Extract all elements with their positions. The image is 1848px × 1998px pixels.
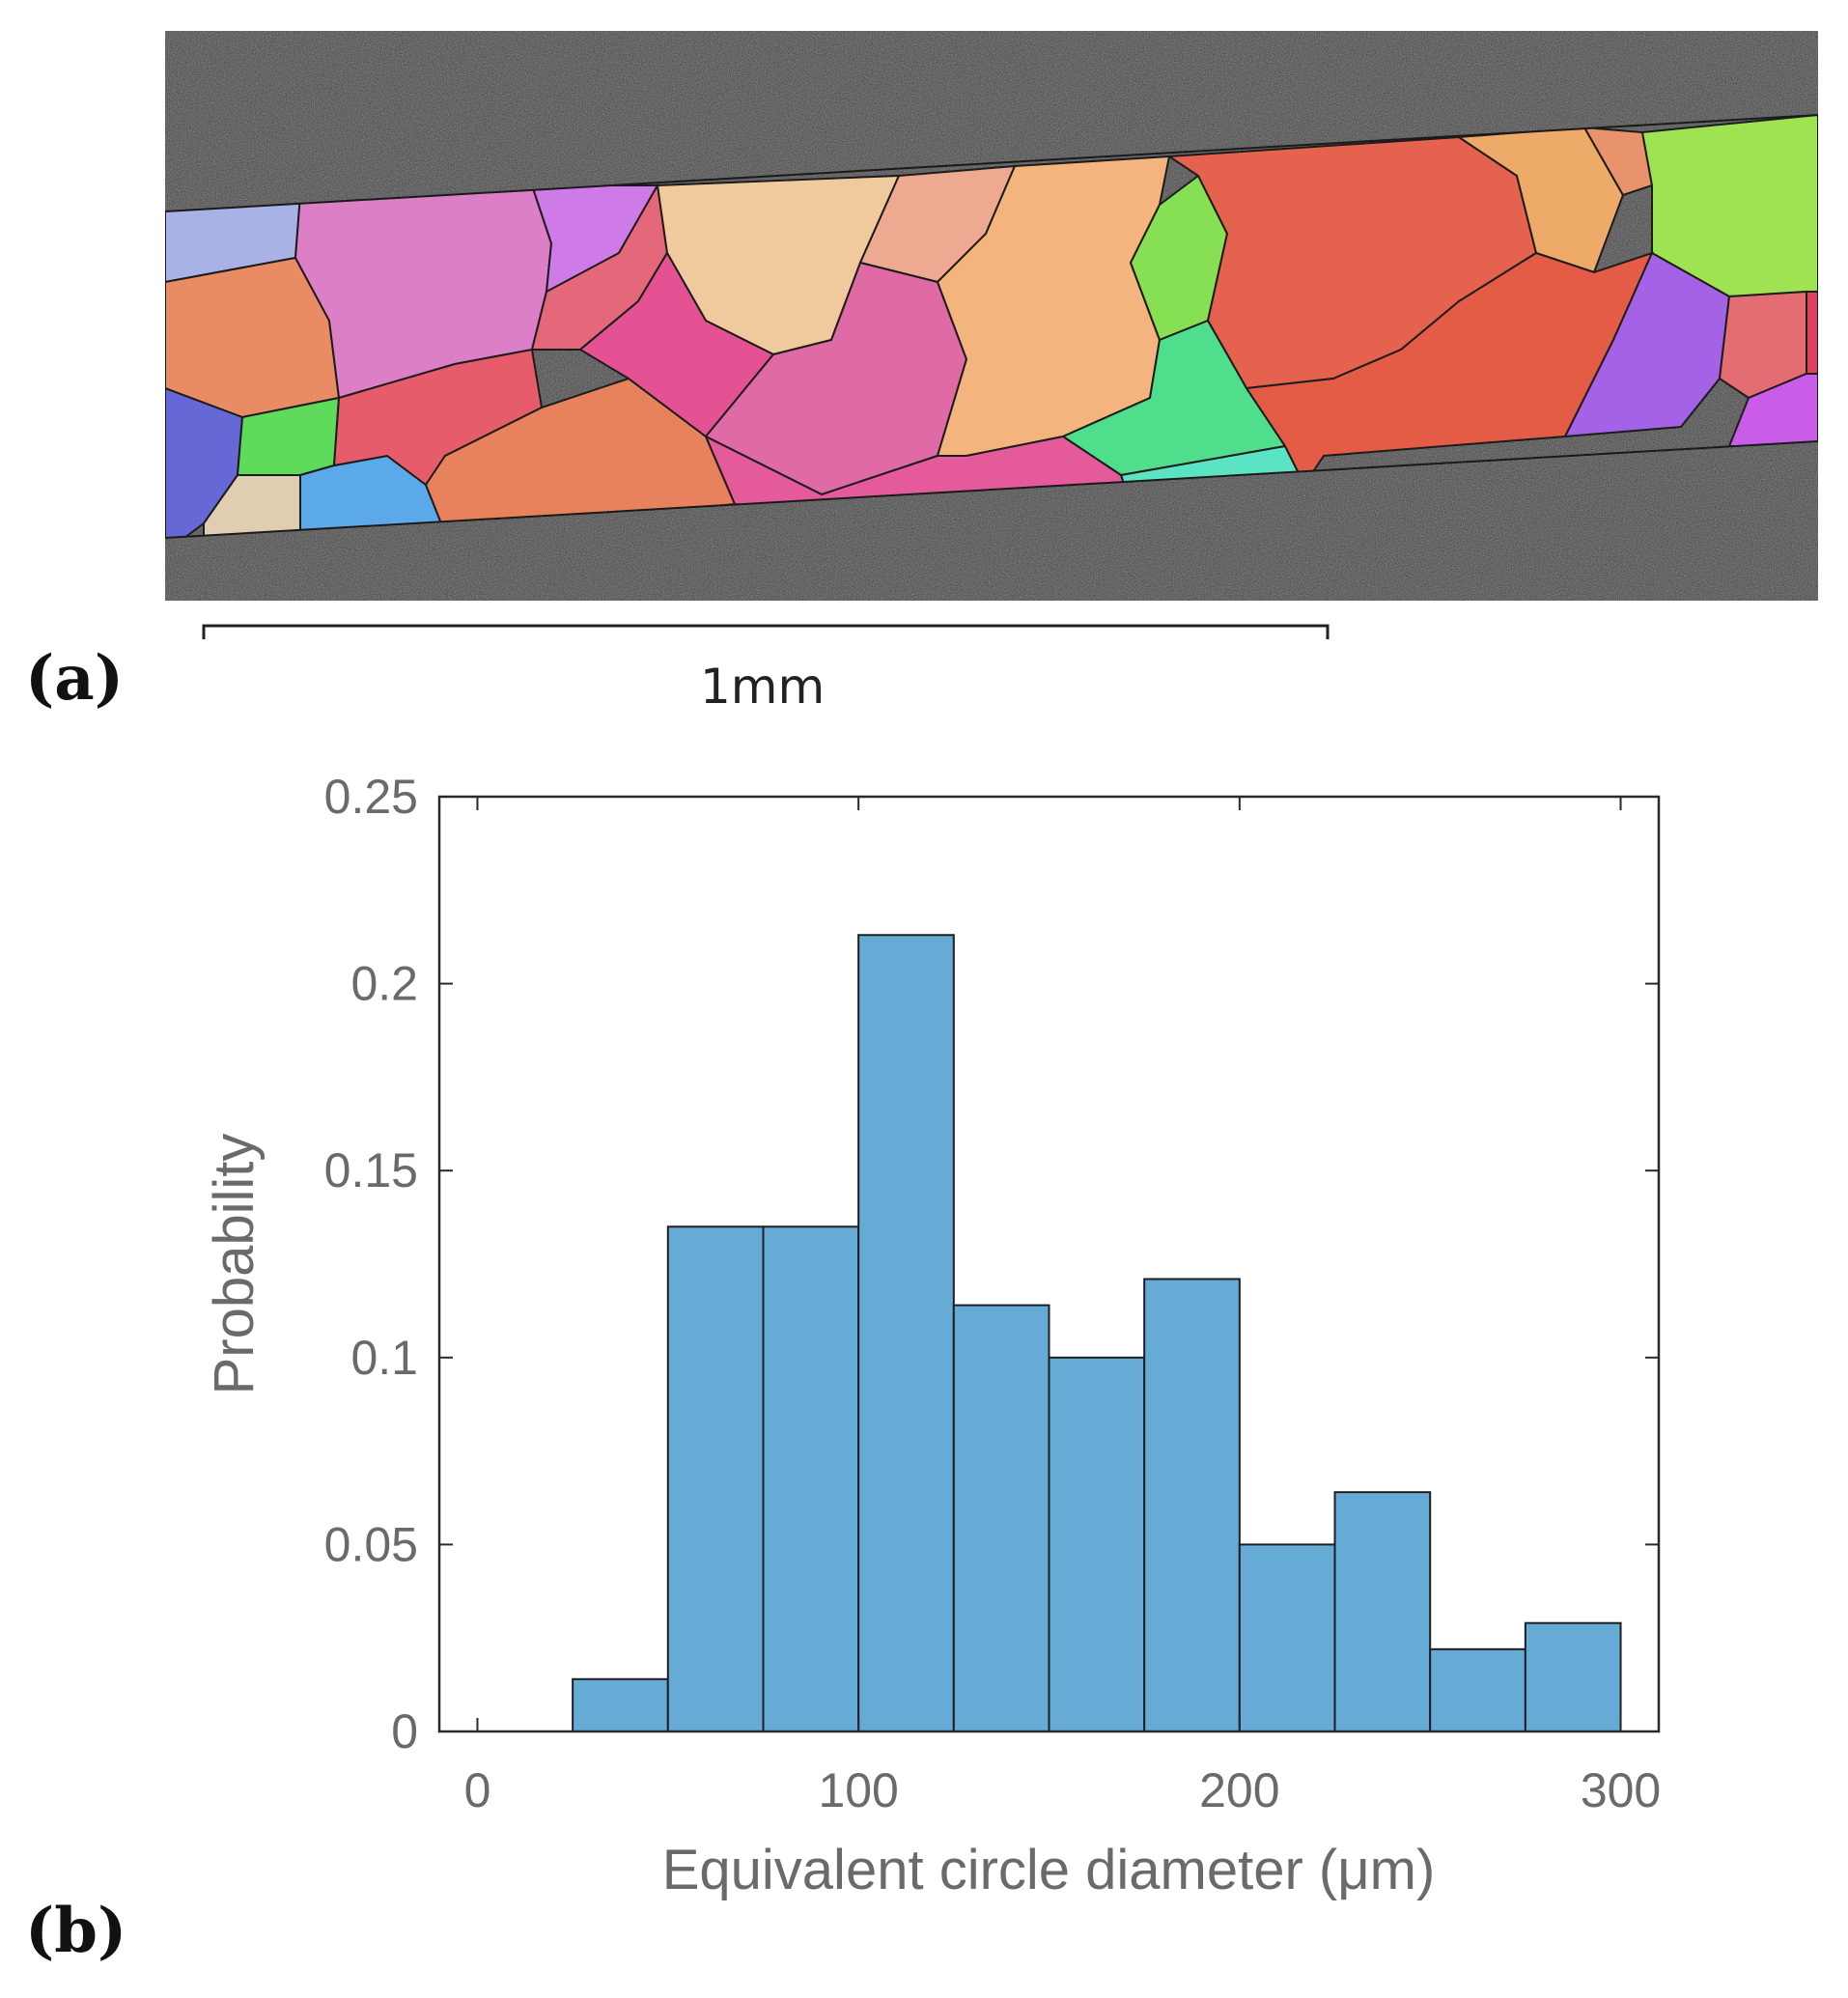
bars-group [572,934,1622,1733]
y-tick-label: 0.15 [324,1143,418,1197]
y-tick-label: 0.2 [350,957,418,1011]
histogram-bar [952,1304,1050,1732]
scale-bar-label: 1mm [700,659,826,715]
x-axis-title: Equivalent circle diameter (μm) [662,1839,1436,1901]
panel-label-a: (a) [25,642,125,715]
histogram-bar [1238,1543,1336,1733]
histogram-bar [572,1677,669,1732]
x-tick-label: 100 [818,1763,898,1817]
x-tick-label: 300 [1581,1763,1661,1817]
histogram-bar [1429,1647,1526,1732]
histogram-bar [666,1225,765,1732]
y-axis-title: Probability [203,1134,266,1395]
strip-outline [165,113,1818,540]
y-tick-label: 0.25 [324,770,418,824]
x-tick-label: 200 [1199,1763,1279,1817]
histogram-bar [1048,1356,1146,1732]
y-tick-label: 0.05 [324,1517,418,1571]
histogram-bar [1333,1491,1432,1733]
axes-frame [437,795,1661,1733]
histogram-bar [1143,1278,1241,1732]
histogram-chart: 0 100 200 300 0 0.05 0.1 0.15 0.2 0.25 Equivalent… [203,770,1662,1901]
grain-orientation-map [165,31,1818,601]
grain-strip [165,115,1818,538]
x-tick-label: 0 [464,1763,491,1817]
panel-label-b: (b) [25,1895,127,1967]
tick-labels-group: 0 100 200 300 0 0.05 0.1 0.15 0.2 0.25 [324,770,1662,1817]
histogram-bar [857,934,955,1733]
histogram-bar [762,1225,860,1732]
y-tick-label: 0 [391,1704,418,1759]
y-tick-label: 0.1 [350,1331,418,1385]
histogram-bar [1524,1621,1622,1732]
